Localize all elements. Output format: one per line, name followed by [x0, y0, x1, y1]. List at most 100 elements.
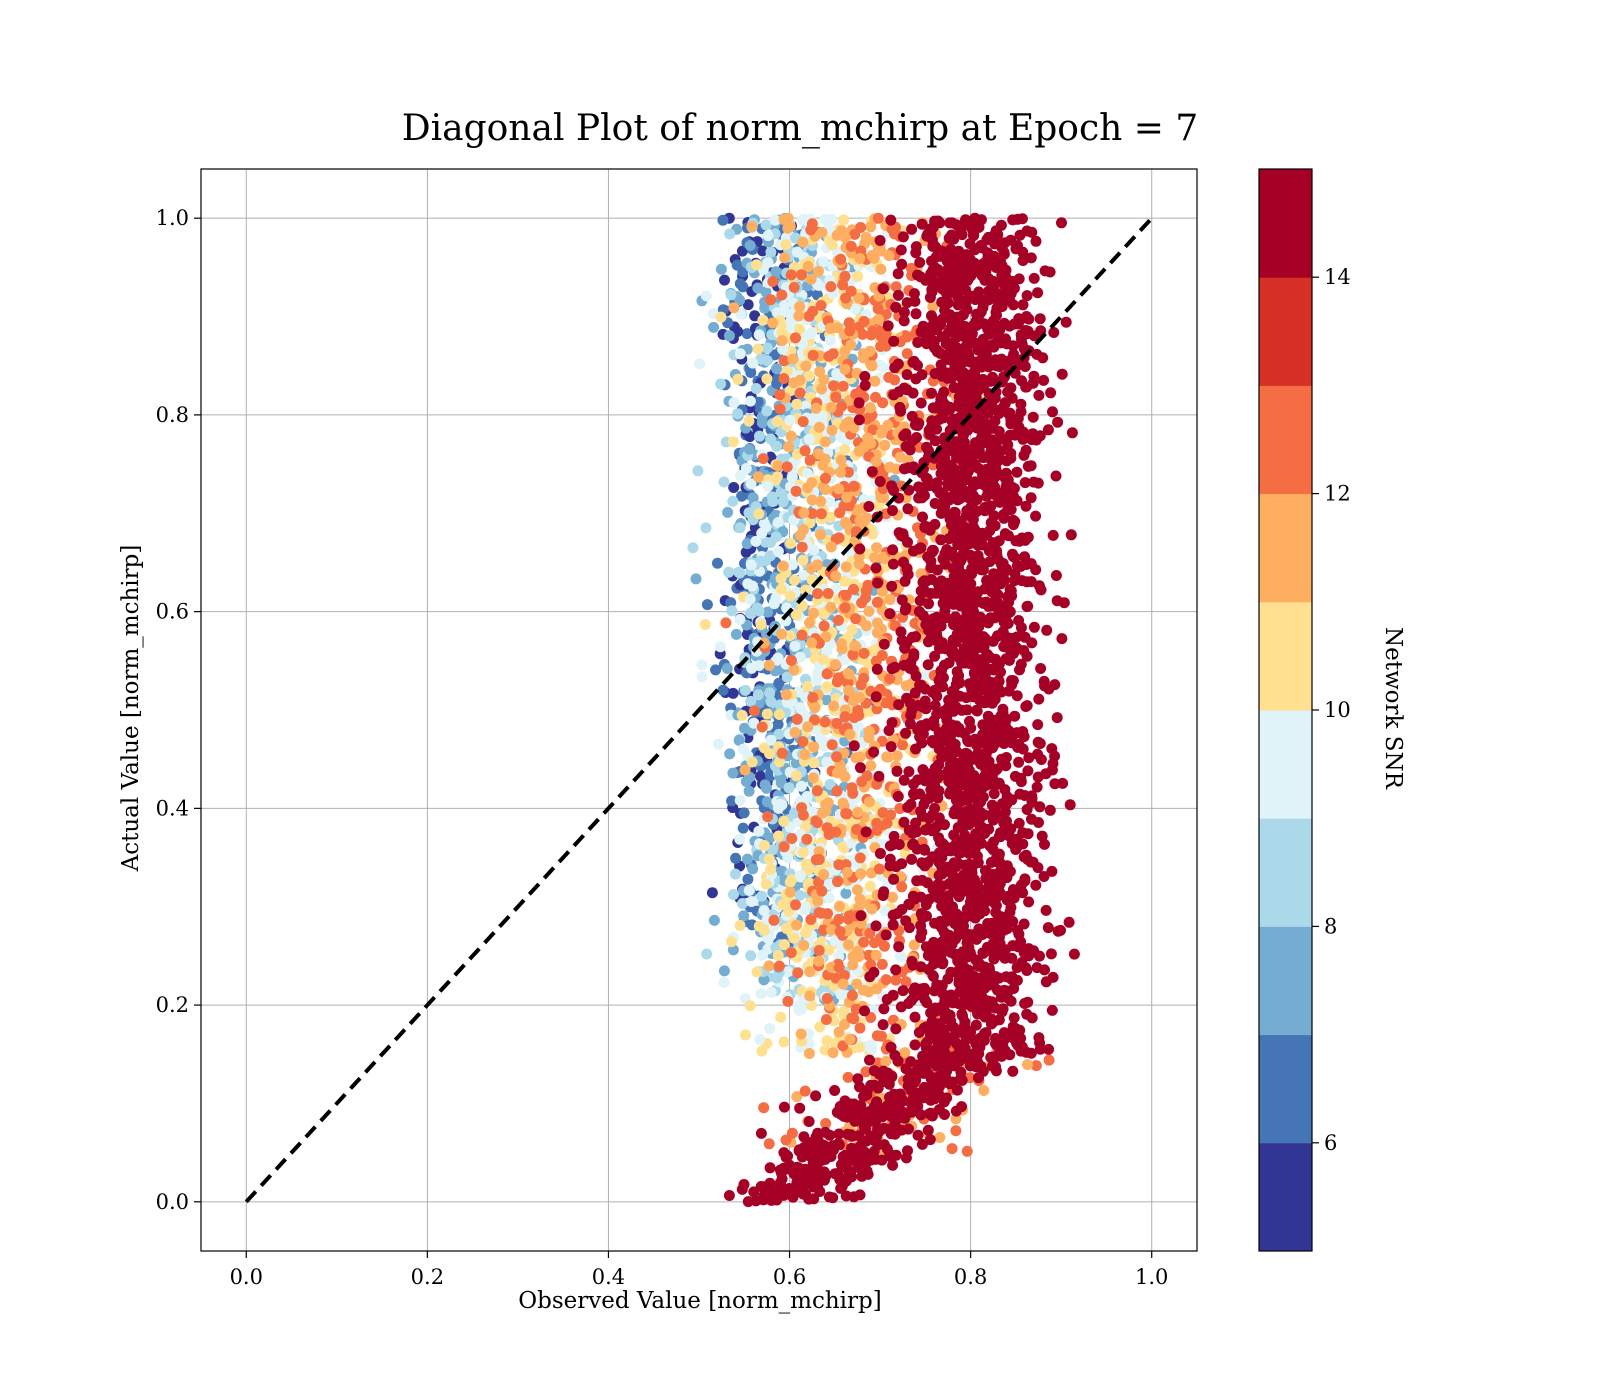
- scatter-point: [846, 624, 858, 636]
- scatter-point: [942, 297, 954, 309]
- scatter-point: [898, 306, 910, 318]
- scatter-point: [911, 843, 923, 855]
- scatter-point: [1045, 387, 1057, 399]
- scatter-point: [768, 598, 780, 610]
- scatter-point: [855, 222, 867, 233]
- scatter-point: [948, 646, 960, 658]
- scatter-point: [908, 939, 920, 951]
- scatter-point: [858, 647, 870, 659]
- scatter-point: [807, 772, 819, 784]
- scatter-point: [1002, 530, 1014, 542]
- scatter-point: [783, 906, 795, 917]
- scatter-point: [788, 664, 800, 676]
- scatter-point: [989, 765, 1001, 777]
- scatter-point: [784, 414, 796, 426]
- scatter-point: [847, 951, 859, 963]
- scatter-point: [802, 467, 813, 479]
- scatter-point: [1034, 1043, 1046, 1055]
- scatter-point: [1007, 675, 1019, 687]
- scatter-point: [725, 597, 737, 609]
- scatter-point: [942, 973, 954, 985]
- scatter-point: [938, 469, 950, 481]
- scatter-point: [1022, 996, 1034, 1008]
- scatter-point: [828, 380, 839, 392]
- scatter-point: [957, 777, 969, 789]
- scatter-point: [1036, 830, 1048, 842]
- scatter-point: [1038, 871, 1050, 882]
- scatter-point: [774, 403, 786, 415]
- scatter-point: [866, 528, 878, 540]
- scatter-point: [876, 1030, 887, 1042]
- scatter-point: [925, 588, 937, 599]
- scatter-point: [1007, 1065, 1019, 1077]
- scatter-point: [800, 360, 812, 372]
- scatter-point: [982, 918, 994, 929]
- scatter-point: [1022, 765, 1034, 777]
- scatter-point: [836, 400, 848, 412]
- scatter-point: [778, 373, 790, 384]
- scatter-point: [868, 746, 880, 758]
- scatter-point: [785, 430, 797, 442]
- scatter-point: [776, 335, 788, 347]
- scatter-point: [820, 1014, 832, 1025]
- scatter-point: [914, 257, 926, 268]
- scatter-point: [805, 273, 817, 285]
- scatter-point: [814, 1186, 826, 1197]
- scatter-point: [831, 717, 843, 729]
- scatter-point: [745, 559, 757, 571]
- scatter-point: [803, 863, 815, 875]
- scatter-point: [924, 1134, 936, 1146]
- scatter-point: [895, 951, 906, 963]
- scatter-point: [893, 941, 905, 953]
- scatter-point: [806, 508, 818, 519]
- scatter-point: [864, 927, 876, 939]
- scatter-point: [849, 640, 861, 652]
- scatter-point: [920, 941, 932, 953]
- scatter-point: [863, 986, 875, 998]
- scatter-point: [715, 378, 727, 390]
- scatter-point: [790, 770, 802, 782]
- scatter-point: [840, 887, 852, 899]
- scatter-point: [929, 650, 941, 662]
- scatter-point: [728, 482, 740, 493]
- scatter-point: [845, 339, 857, 351]
- scatter-point: [837, 279, 849, 291]
- scatter-point: [941, 544, 953, 555]
- scatter-point: [823, 879, 835, 890]
- scatter-point: [962, 250, 973, 262]
- scatter-point: [884, 461, 896, 473]
- scatter-point: [744, 395, 756, 407]
- scatter-point: [927, 970, 939, 982]
- scatter-point: [985, 1013, 997, 1025]
- scatter-point: [944, 273, 956, 284]
- scatter-point: [804, 517, 816, 529]
- scatter-point: [808, 741, 820, 753]
- scatter-point: [728, 302, 740, 314]
- scatter-point: [912, 269, 923, 281]
- scatter-point: [724, 228, 736, 240]
- scatter-point: [1007, 940, 1019, 952]
- scatter-point: [839, 517, 851, 528]
- scatter-point: [812, 667, 824, 679]
- scatter-point: [880, 1056, 892, 1067]
- scatter-point: [909, 617, 921, 629]
- scatter-point: [1017, 743, 1029, 755]
- scatter-point: [744, 240, 756, 251]
- scatter-point: [963, 941, 975, 953]
- scatter-point: [734, 522, 746, 534]
- scatter-point: [841, 866, 853, 878]
- scatter-point: [839, 1018, 850, 1030]
- scatter-point: [1005, 452, 1017, 464]
- scatter-point: [809, 702, 821, 714]
- scatter-point: [838, 970, 850, 981]
- scatter-point: [701, 599, 713, 611]
- scatter-point: [780, 689, 792, 701]
- scatter-point: [843, 684, 855, 696]
- scatter-point: [799, 749, 811, 761]
- scatter-point: [954, 978, 966, 990]
- scatter-point: [794, 387, 806, 399]
- scatter-point: [863, 732, 875, 744]
- scatter-point: [833, 913, 845, 925]
- scatter-point: [858, 936, 870, 948]
